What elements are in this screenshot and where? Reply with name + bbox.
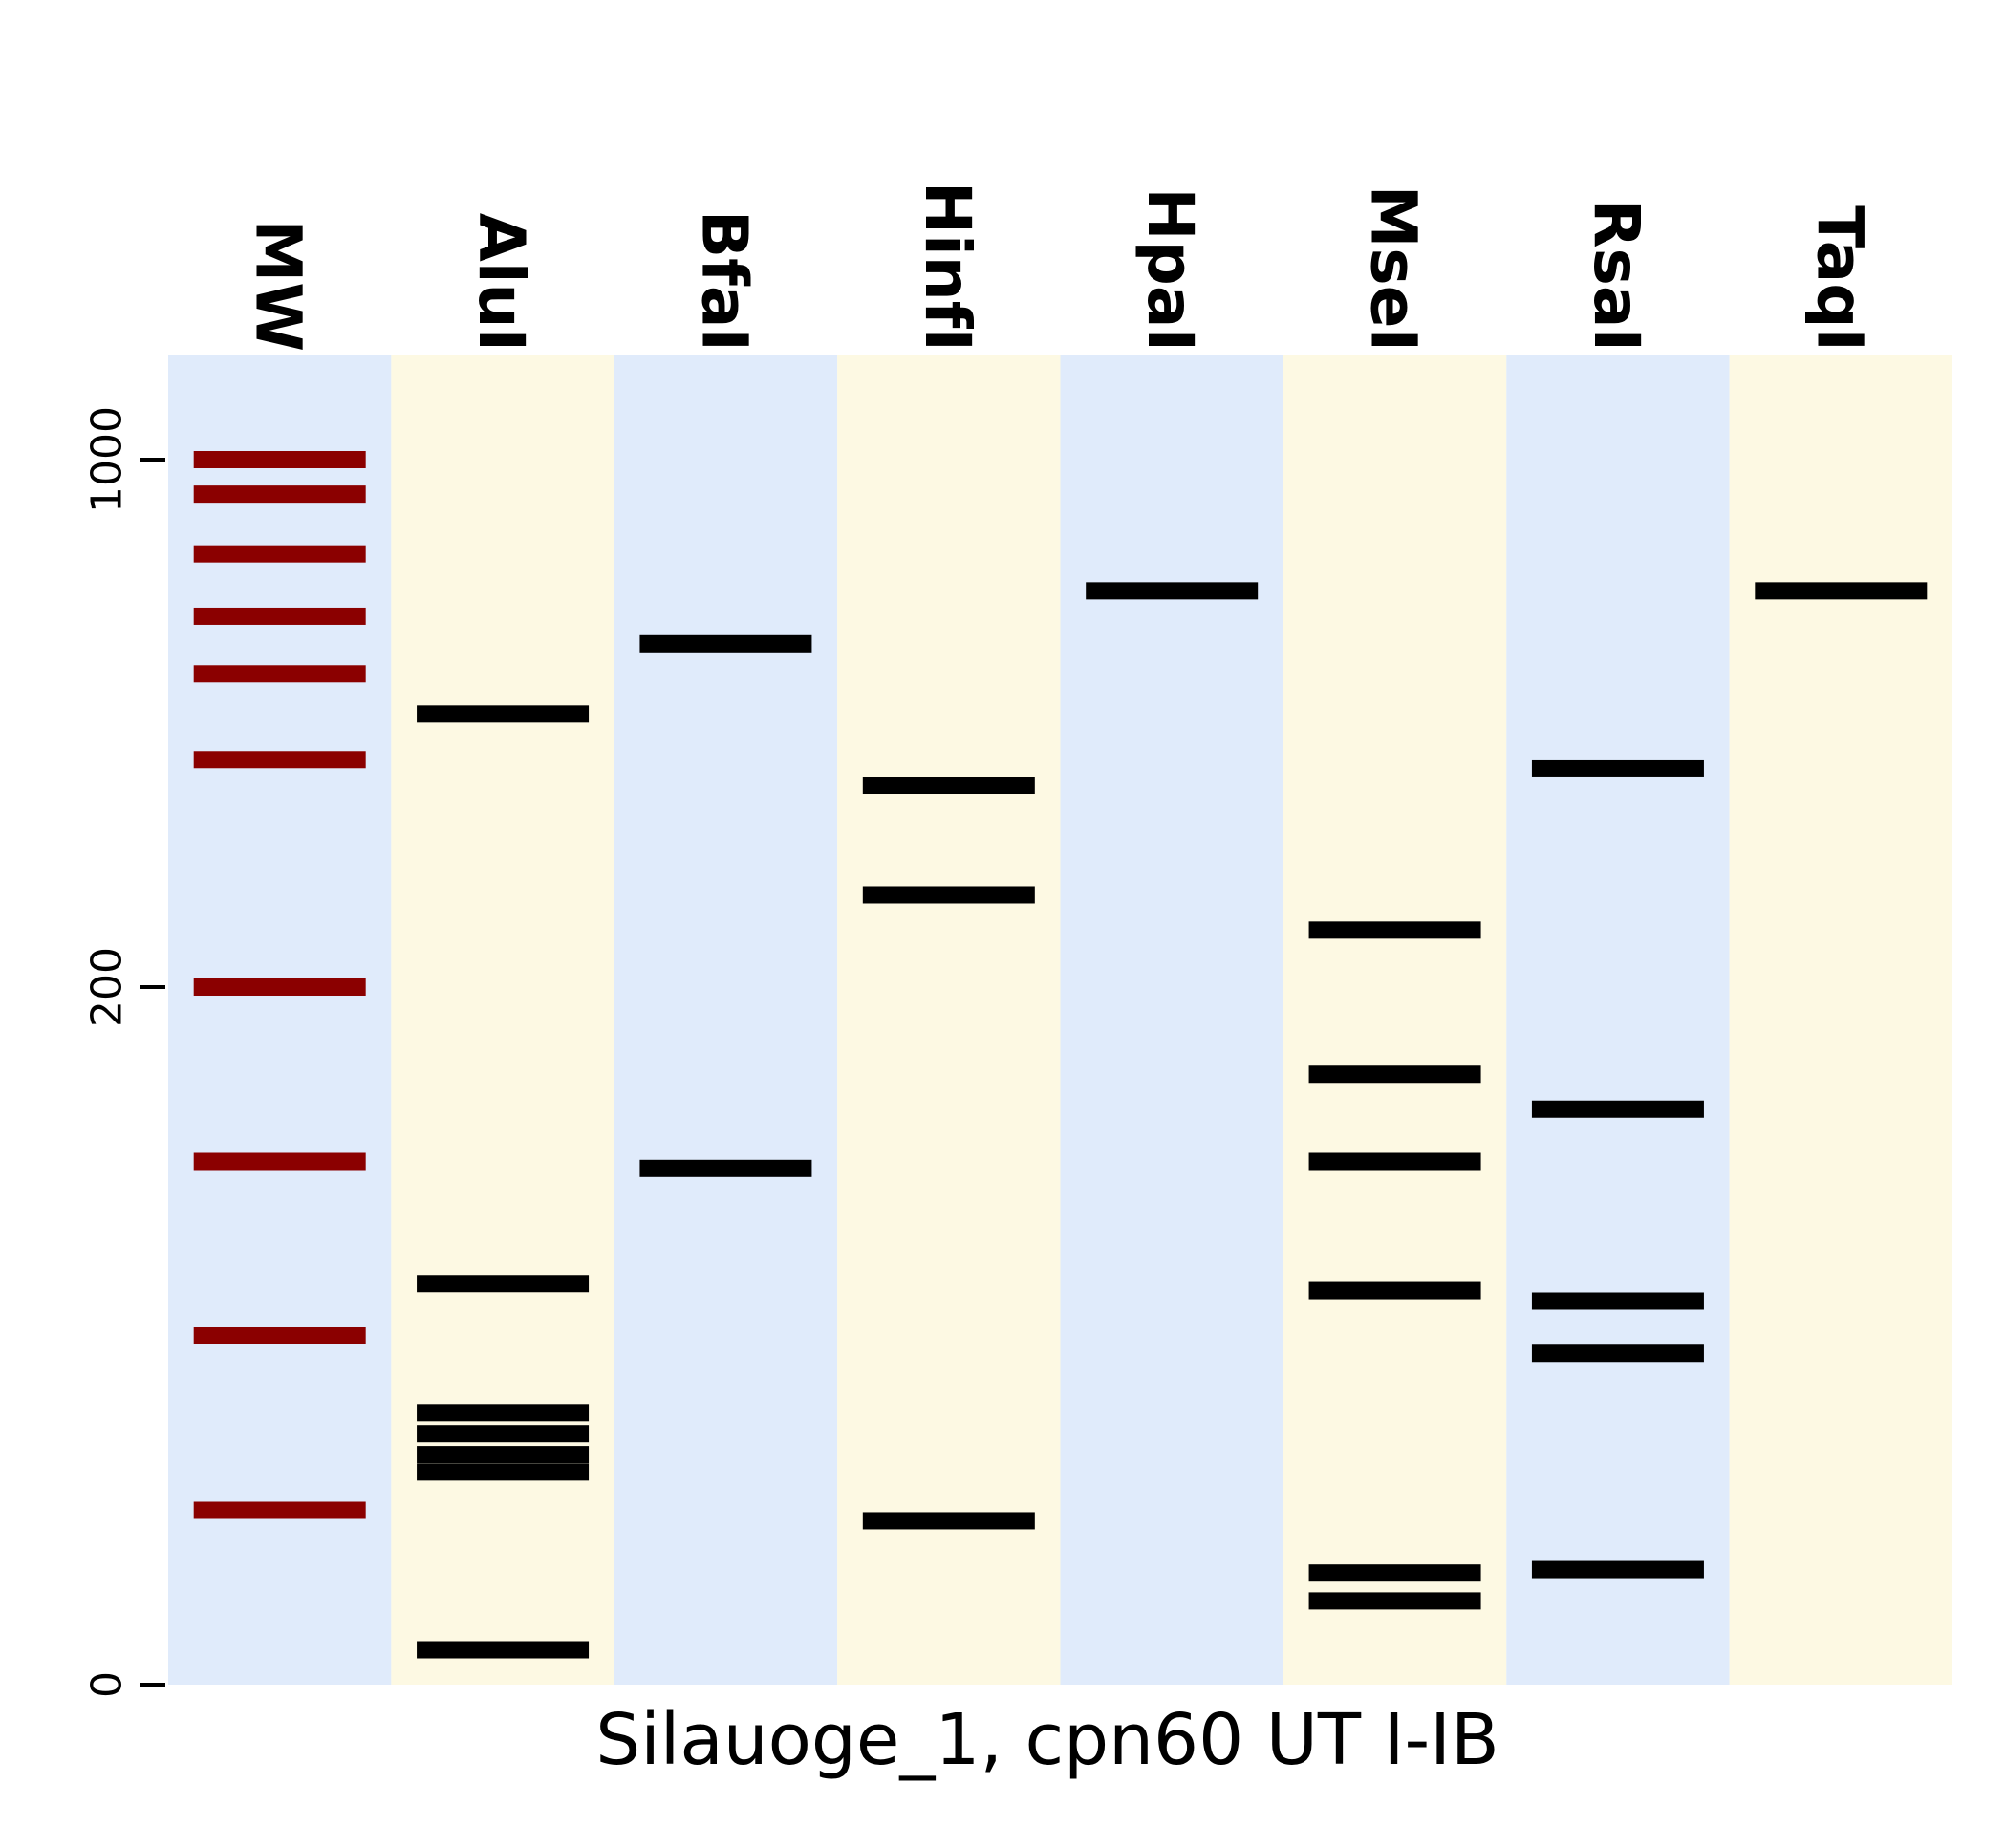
lane-background-taqi: [1729, 355, 1952, 1685]
band-msei-5: [1308, 1592, 1481, 1610]
marker-band-mw-6: [193, 978, 366, 996]
y-tick-label-0: 0: [83, 1671, 132, 1698]
band-alui-1: [417, 1275, 590, 1293]
band-alui-4: [417, 1446, 590, 1464]
lane-background-rsai: [1506, 355, 1730, 1685]
lane-label-hinfi: HinfI: [911, 182, 984, 352]
y-axis: 0 200 1000: [83, 406, 165, 1698]
band-rsai-1: [1531, 1100, 1704, 1118]
band-alui-3: [417, 1425, 590, 1443]
lane-background-hinfi: [837, 355, 1061, 1685]
marker-band-mw-0: [193, 451, 366, 468]
lane-label-alui: AluI: [464, 213, 538, 352]
band-hinfi-0: [862, 777, 1035, 795]
marker-band-mw-3: [193, 607, 366, 625]
band-alui-2: [417, 1404, 590, 1422]
gel-bands: [193, 451, 1928, 1659]
band-rsai-0: [1531, 759, 1704, 777]
band-taqi-0: [1755, 582, 1928, 600]
band-msei-0: [1308, 921, 1481, 939]
marker-band-mw-4: [193, 665, 366, 683]
lane-background-hpai: [1060, 355, 1283, 1685]
marker-band-mw-2: [193, 545, 366, 563]
x-axis-label: Silauoge_1, cpn60 UT I-IB: [595, 1699, 1499, 1781]
band-msei-3: [1308, 1281, 1481, 1300]
band-msei-1: [1308, 1065, 1481, 1084]
band-alui-5: [417, 1463, 590, 1481]
lane-label-hpai: HpaI: [1133, 187, 1207, 352]
band-rsai-2: [1531, 1292, 1704, 1310]
band-bfai-1: [639, 1159, 812, 1177]
y-tick-label-1000: 1000: [83, 406, 132, 513]
y-tick-label-200: 200: [83, 947, 132, 1027]
marker-band-mw-1: [193, 485, 366, 504]
marker-band-mw-9: [193, 1501, 366, 1519]
band-alui-0: [417, 705, 590, 723]
lane-background-mw: [168, 355, 392, 1685]
band-msei-2: [1308, 1152, 1481, 1171]
lane-label-mw: MW: [242, 220, 315, 352]
lane-label-taqi: TaqI: [1802, 205, 1876, 352]
band-bfai-0: [639, 634, 812, 653]
lane-background-alui: [391, 355, 614, 1685]
lane-label-bfai: BfaI: [687, 210, 761, 352]
band-hinfi-1: [862, 886, 1035, 904]
band-rsai-3: [1531, 1344, 1704, 1363]
lane-backgrounds: [168, 355, 1952, 1685]
band-hpai-0: [1086, 582, 1259, 600]
marker-band-mw-5: [193, 751, 366, 769]
lane-label-rsai: RsaI: [1580, 200, 1653, 352]
lane-background-msei: [1283, 355, 1507, 1685]
band-rsai-4: [1531, 1560, 1704, 1579]
lane-labels: MW AluI BfaI HinfI HpaI MseI RsaI TaqI: [242, 182, 1877, 352]
band-alui-6: [417, 1641, 590, 1659]
band-hinfi-2: [862, 1512, 1035, 1530]
band-msei-4: [1308, 1564, 1481, 1582]
lane-label-msei: MseI: [1357, 185, 1431, 352]
lane-background-bfai: [614, 355, 838, 1685]
marker-band-mw-8: [193, 1327, 366, 1344]
marker-band-mw-7: [193, 1152, 366, 1171]
